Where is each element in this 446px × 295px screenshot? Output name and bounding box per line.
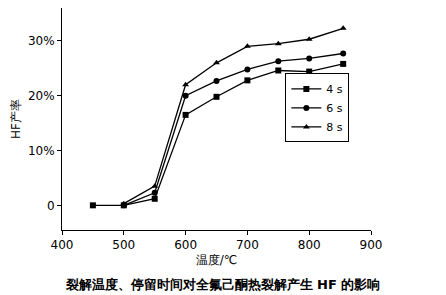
svg-text:30%: 30% bbox=[28, 34, 55, 48]
svg-text:裂解温度、停留时间对全氟己酮热裂解产生 HF 的影响: 裂解温度、停留时间对全氟己酮热裂解产生 HF 的影响 bbox=[65, 277, 381, 292]
svg-text:800: 800 bbox=[298, 238, 321, 252]
svg-text:20%: 20% bbox=[28, 89, 55, 103]
svg-text:600: 600 bbox=[174, 238, 197, 252]
svg-text:500: 500 bbox=[112, 238, 135, 252]
svg-text:4 s: 4 s bbox=[326, 83, 342, 96]
svg-text:8 s: 8 s bbox=[326, 121, 342, 134]
svg-text:0: 0 bbox=[47, 199, 55, 213]
svg-text:400: 400 bbox=[51, 238, 74, 252]
svg-text:10%: 10% bbox=[28, 144, 55, 158]
svg-text:HF产率: HF产率 bbox=[9, 99, 23, 139]
svg-text:6 s: 6 s bbox=[326, 102, 342, 115]
svg-text:温度/℃: 温度/℃ bbox=[196, 253, 238, 267]
svg-text:900: 900 bbox=[360, 238, 383, 252]
svg-text:700: 700 bbox=[236, 238, 259, 252]
